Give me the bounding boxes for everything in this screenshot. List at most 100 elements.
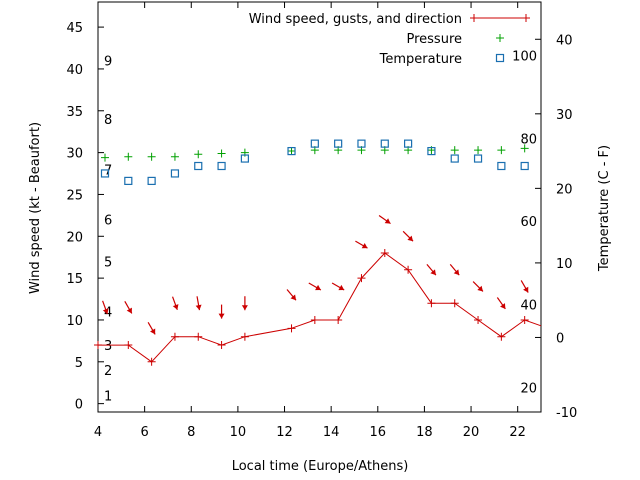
wind-arrow bbox=[241, 296, 248, 311]
temperature-point bbox=[473, 154, 483, 163]
wind-arrow-head bbox=[218, 313, 225, 319]
wind-arrow-head bbox=[500, 303, 506, 309]
wind-arrow bbox=[195, 296, 202, 311]
pressure-point bbox=[194, 150, 203, 159]
wind-arrow-head bbox=[361, 243, 368, 249]
pressure-point bbox=[217, 149, 226, 158]
beaufort-label: 5 bbox=[104, 255, 112, 270]
wind-arrow bbox=[308, 282, 322, 291]
beaufort-label: 4 bbox=[104, 306, 112, 321]
legend-label: Wind speed, gusts, and direction bbox=[249, 12, 462, 27]
left-tick-label: 40 bbox=[66, 63, 83, 78]
pressure-point bbox=[100, 153, 109, 162]
wind-speed-point bbox=[404, 265, 413, 274]
wind-direction-arrows bbox=[102, 215, 529, 335]
left-tick-label: 20 bbox=[66, 230, 83, 245]
legend: Wind speed, gusts, and direction Pressure… bbox=[249, 12, 530, 67]
legend-swatch-wind-marker bbox=[470, 14, 478, 22]
wind-arrow bbox=[402, 230, 414, 242]
x-tick-label: 12 bbox=[276, 425, 293, 440]
wind-speed-point bbox=[520, 315, 529, 324]
wind-speed-line bbox=[98, 252, 542, 363]
plot-axes bbox=[97, 1, 542, 413]
left-tick-label: 30 bbox=[66, 147, 83, 162]
left-axis-ticks: 0 5 10 15 20 25 30 35 40 45 bbox=[66, 21, 104, 413]
plot-frame bbox=[97, 1, 542, 413]
fahrenheit-label: 40 bbox=[520, 299, 537, 314]
fahrenheit-label: 60 bbox=[520, 215, 537, 230]
legend-label: Temperature bbox=[379, 52, 462, 67]
legend-swatch-wind-marker bbox=[522, 14, 530, 22]
fahrenheit-label: 80 bbox=[520, 132, 537, 147]
legend-swatch-pressure bbox=[496, 34, 504, 42]
wind-arrow bbox=[124, 301, 133, 314]
wind-speed-point bbox=[147, 357, 156, 366]
wind-arrow-head bbox=[315, 284, 321, 291]
wind-speed-point bbox=[427, 299, 436, 308]
wind-speed-point bbox=[124, 341, 133, 350]
pressure-point bbox=[450, 146, 459, 155]
temperature-point bbox=[497, 161, 506, 171]
x-tick-label: 16 bbox=[370, 425, 387, 440]
pressure-point bbox=[147, 152, 156, 161]
temperature-point bbox=[147, 176, 156, 186]
left-axis-label: Wind speed (kt - Beaufort) bbox=[28, 122, 43, 294]
wind-speed-point bbox=[450, 299, 459, 308]
pressure-point bbox=[497, 146, 506, 155]
wind-arrow bbox=[147, 321, 156, 335]
temperature-point bbox=[520, 161, 529, 171]
temperature-point bbox=[404, 139, 413, 148]
right-tick-label: 20 bbox=[556, 182, 573, 197]
right-axis-ticks: -10 0 10 20 30 40 bbox=[535, 33, 577, 421]
wind-arrow-head bbox=[172, 304, 179, 310]
temperature-point bbox=[124, 176, 133, 186]
beaufort-label: 6 bbox=[104, 214, 112, 229]
x-tick-label: 4 bbox=[94, 425, 102, 440]
temperature-point bbox=[450, 154, 459, 163]
right-axis-label: Temperature (C - F) bbox=[597, 145, 612, 272]
x-axis-label: Local time (Europe/Athens) bbox=[232, 459, 409, 474]
temperature-point bbox=[334, 139, 343, 148]
left-tick-label: 25 bbox=[66, 188, 83, 203]
left-tick-label: 45 bbox=[66, 21, 83, 36]
temperature-point bbox=[310, 139, 319, 148]
wind-arrow-head bbox=[195, 304, 202, 311]
wind-speed-point bbox=[217, 341, 226, 350]
temperature-point bbox=[287, 146, 296, 156]
right-tick-label: 40 bbox=[556, 33, 573, 48]
wind-speed-point bbox=[497, 332, 506, 341]
wind-arrow bbox=[472, 281, 484, 292]
wind-arrow-head bbox=[430, 269, 436, 276]
legend-swatch-temperature bbox=[495, 53, 505, 63]
pressure-point bbox=[170, 152, 179, 161]
temperature-point bbox=[194, 161, 203, 171]
beaufort-label: 9 bbox=[104, 55, 112, 70]
x-tick-label: 22 bbox=[509, 425, 526, 440]
left-tick-label: 0 bbox=[75, 398, 83, 413]
left-tick-label: 10 bbox=[66, 314, 83, 329]
wind-speed-point bbox=[170, 332, 179, 341]
wind-speed-point bbox=[94, 341, 102, 350]
right-tick-label: -10 bbox=[556, 406, 577, 421]
left-tick-label: 15 bbox=[66, 272, 83, 287]
chart-series bbox=[94, 139, 542, 366]
x-tick-label: 8 bbox=[187, 425, 195, 440]
x-tick-label: 10 bbox=[230, 425, 247, 440]
wind-arrow bbox=[449, 264, 460, 276]
fahrenheit-label: 20 bbox=[520, 381, 537, 396]
wind-speed-point bbox=[240, 332, 249, 341]
x-tick-label: 20 bbox=[463, 425, 480, 440]
beaufort-label: 3 bbox=[104, 339, 112, 354]
wind-speed-point bbox=[310, 315, 319, 324]
wind-arrow bbox=[355, 240, 368, 249]
wind-arrow bbox=[331, 282, 345, 291]
wind-arrow-head bbox=[241, 305, 248, 311]
wind-arrow bbox=[378, 215, 391, 225]
left-tick-label: 35 bbox=[66, 105, 83, 120]
fahrenheit-labels: 20 40 60 80 100 bbox=[512, 50, 537, 397]
temperature-point bbox=[380, 139, 389, 148]
x-tick-label: 18 bbox=[416, 425, 433, 440]
wind-arrow-head bbox=[384, 218, 391, 224]
